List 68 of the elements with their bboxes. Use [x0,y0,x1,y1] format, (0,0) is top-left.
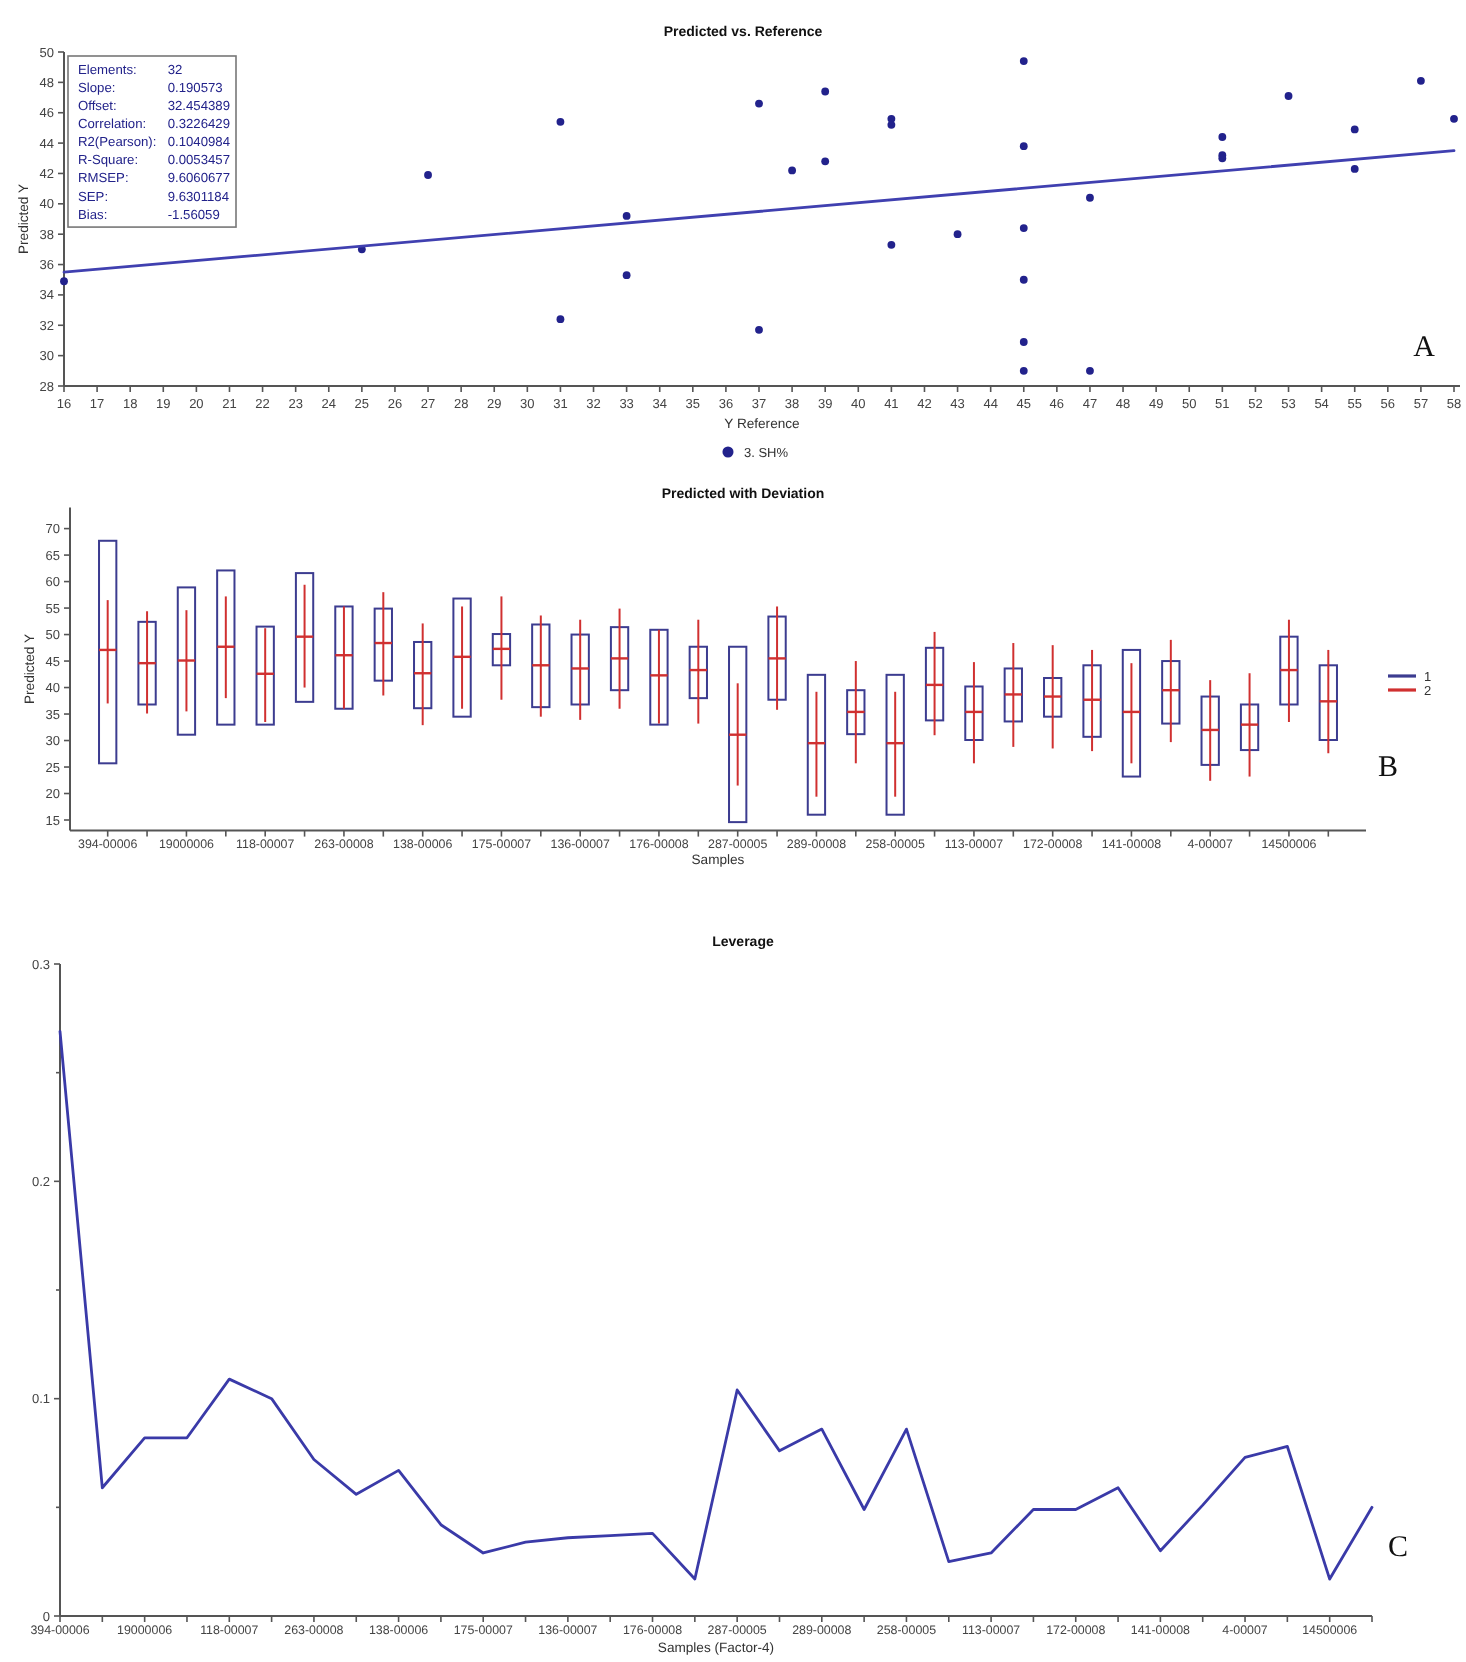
point [788,166,796,175]
point [1019,224,1028,233]
text: C [1387,1532,1409,1564]
point [1450,114,1458,123]
candlestick [1004,642,1022,748]
candlestick [1044,644,1062,750]
candlestick [571,618,589,721]
candlestick [1240,672,1259,778]
point [556,117,565,126]
point [1019,142,1028,151]
point [887,240,896,249]
point [1350,165,1359,173]
bar [98,539,118,765]
bar [885,673,905,816]
point [1350,125,1359,134]
point [1019,57,1028,66]
point [1019,366,1028,375]
point [1284,92,1293,100]
bar [1121,648,1142,778]
bar [767,615,787,701]
bar [176,586,197,736]
bar [413,640,433,710]
point [556,315,565,324]
bar [531,623,551,709]
point [887,120,896,129]
bar [924,646,945,722]
bar [846,689,866,736]
point [1019,338,1028,346]
bar [688,645,708,700]
point [1086,366,1094,375]
point [953,230,962,239]
bar [806,673,827,816]
bar [294,572,315,703]
bar [216,569,236,726]
candlestick [1319,648,1337,755]
bar [1003,667,1023,723]
bar [452,597,472,718]
point [622,212,631,220]
bar [964,685,984,741]
point [1086,193,1094,202]
point [821,87,830,96]
bar [1279,635,1299,706]
bar [1161,660,1181,725]
candlestick [610,607,629,710]
point [1019,275,1028,284]
candlestick [768,605,786,711]
point [1218,133,1227,141]
point [821,157,830,166]
bar [570,633,590,706]
bar [1200,695,1220,766]
bar [1043,677,1063,718]
text: B [1377,752,1399,784]
point [1417,76,1425,85]
bar [728,645,748,824]
point [755,325,763,334]
point [60,277,68,286]
bar [373,607,393,682]
bar [137,620,157,706]
point [424,171,432,179]
bar [609,626,630,692]
bar [1318,664,1338,741]
line-series [58,1029,1374,1581]
bar [491,633,512,667]
bar [1239,703,1260,752]
point [622,271,631,280]
annotation: A [1413,332,1436,364]
point [755,99,763,108]
bar [1082,664,1102,738]
